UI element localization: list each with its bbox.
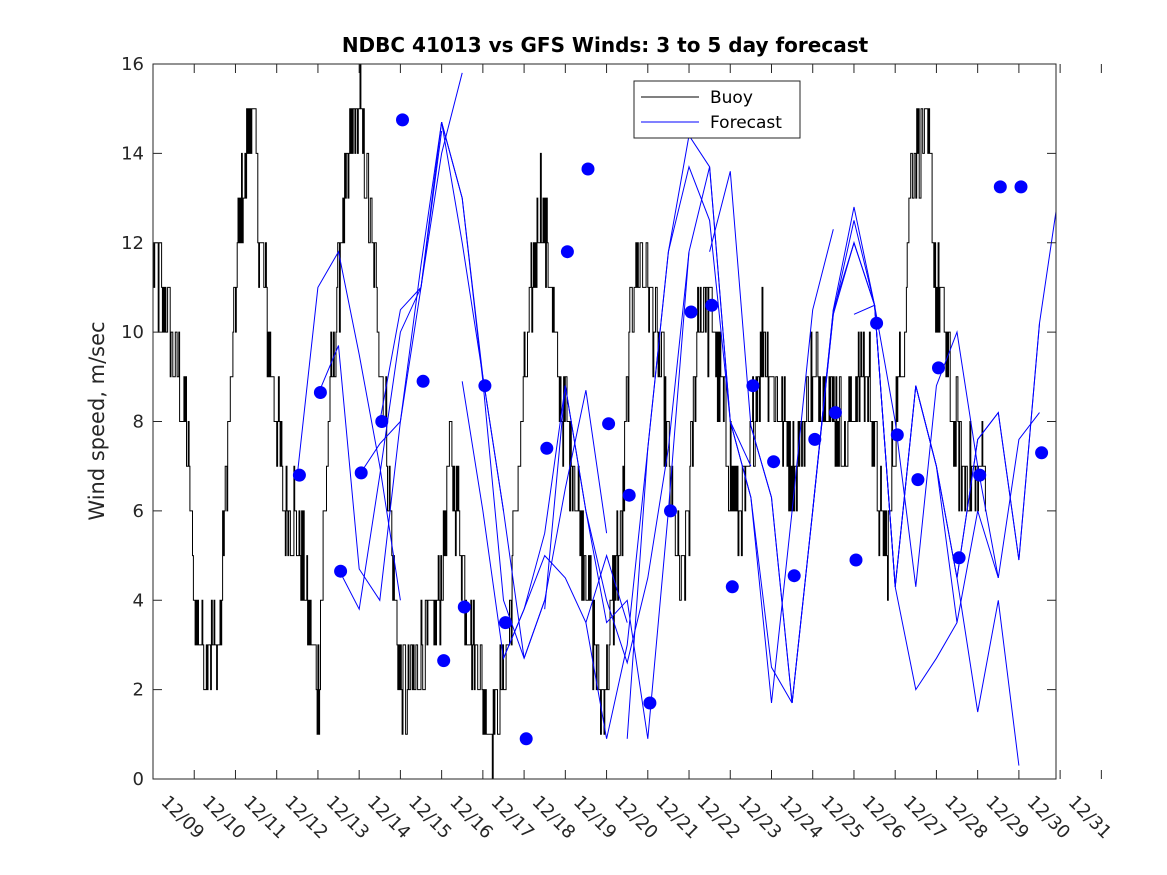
- forecast-marker: [1035, 446, 1049, 460]
- forecast-run-line-20: [956, 211, 1057, 578]
- y-tick-label: 4: [133, 590, 144, 611]
- y-tick-label: 2: [133, 680, 144, 701]
- forecast-marker: [313, 386, 327, 399]
- forecast-run-line-11: [626, 165, 793, 739]
- forecast-marker: [973, 468, 987, 482]
- forecast-run-line-3: [338, 72, 463, 611]
- forecast-marker: [416, 374, 430, 388]
- forecast-marker: [932, 361, 945, 375]
- forecast-marker: [540, 441, 554, 455]
- forecast-marker: [499, 616, 512, 630]
- buoy-line: [153, 63, 987, 780]
- forecast-marker: [457, 600, 471, 614]
- forecast-marker: [478, 379, 492, 393]
- forecast-marker: [725, 580, 739, 594]
- y-tick-label: 10: [121, 322, 144, 343]
- forecast-run-line-16: [812, 241, 999, 691]
- y-tick-label: 14: [121, 143, 144, 164]
- legend-forecast-label: Forecast: [710, 113, 782, 133]
- legend-buoy-label: Buoy: [710, 88, 753, 108]
- forecast-marker: [767, 455, 781, 469]
- forecast-marker: [1014, 180, 1028, 194]
- forecast-marker: [849, 553, 863, 567]
- forecast-marker: [581, 162, 595, 176]
- forecast-run-line-6: [441, 121, 608, 660]
- forecast-marker: [952, 551, 966, 565]
- forecast-marker: [292, 468, 306, 482]
- forecast-marker: [911, 473, 925, 487]
- legend: Buoy Forecast: [633, 80, 801, 139]
- forecast-marker: [993, 180, 1007, 194]
- y-tick-label: 0: [133, 769, 144, 790]
- forecast-marker: [828, 406, 842, 420]
- forecast-marker: [519, 732, 533, 746]
- forecast-marker: [437, 654, 451, 668]
- forecast-run-line-12: [667, 166, 834, 704]
- forecast-marker: [870, 316, 884, 330]
- forecast-run-line-7: [461, 381, 628, 661]
- forecast-marker: [787, 569, 801, 583]
- forecast-marker: [334, 564, 348, 578]
- forecast-run-line-9: [544, 251, 690, 739]
- y-axis-label: Wind speed, m/sec: [85, 321, 109, 520]
- forecast-marker: [602, 417, 616, 431]
- buoy-series: [153, 63, 987, 780]
- forecast-marker: [705, 298, 719, 312]
- y-tick-label: 16: [121, 54, 144, 75]
- forecast-marker: [643, 696, 657, 710]
- forecast-marker: [375, 415, 389, 428]
- forecast-marker: [890, 428, 904, 442]
- forecast-marker: [808, 432, 822, 446]
- forecast-marker: [664, 504, 677, 518]
- forecast-run-line-18: [874, 305, 1040, 587]
- forecast-marker: [354, 466, 368, 480]
- y-tick-label: 12: [121, 233, 144, 254]
- y-tick-label: 8: [133, 412, 144, 433]
- forecast-series: [296, 72, 1057, 766]
- forecast-marker: [746, 379, 760, 393]
- legend-box: [633, 80, 801, 139]
- forecast-markers: [292, 113, 1049, 746]
- chart-title: NDBC 41013 vs GFS Winds: 3 to 5 day fore…: [342, 33, 869, 57]
- forecast-marker: [396, 113, 409, 127]
- y-tick-label: 6: [133, 501, 144, 522]
- forecast-marker: [684, 305, 698, 319]
- forecast-marker: [622, 488, 636, 502]
- y-axis-ticks: 0 2 4 6 8 10 12 14 16: [121, 54, 1056, 790]
- forecast-run-line-1: [296, 250, 401, 601]
- forecast-marker: [560, 245, 574, 259]
